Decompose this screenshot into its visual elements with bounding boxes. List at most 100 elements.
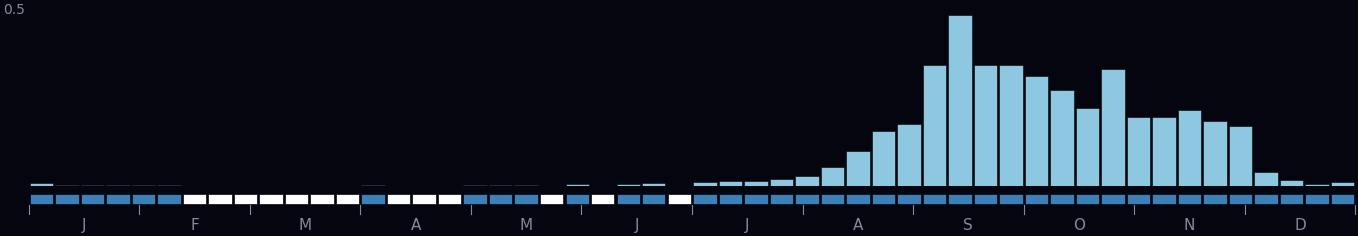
Bar xyxy=(948,15,971,186)
Bar xyxy=(1076,108,1099,186)
Bar xyxy=(642,183,665,186)
Bar xyxy=(1279,180,1304,186)
Bar xyxy=(1127,194,1150,204)
Bar xyxy=(770,179,793,186)
Bar xyxy=(617,184,640,186)
Bar xyxy=(1203,194,1226,204)
Bar xyxy=(1229,126,1252,186)
Bar xyxy=(439,194,462,204)
Bar xyxy=(770,194,793,204)
Bar xyxy=(1076,194,1099,204)
Bar xyxy=(1025,76,1048,186)
Bar xyxy=(361,185,384,186)
Bar xyxy=(591,194,614,204)
Bar xyxy=(1279,194,1304,204)
Bar xyxy=(1305,194,1328,204)
Bar xyxy=(1331,194,1354,204)
Bar xyxy=(1152,194,1176,204)
Bar xyxy=(718,194,741,204)
Bar xyxy=(234,194,258,204)
Text: D: D xyxy=(1294,218,1306,233)
Bar xyxy=(642,194,665,204)
Bar xyxy=(820,194,845,204)
Bar xyxy=(489,194,512,204)
Bar xyxy=(1101,194,1124,204)
Bar xyxy=(132,194,155,204)
Bar xyxy=(208,194,232,204)
Bar xyxy=(794,194,819,204)
Text: S: S xyxy=(963,218,974,233)
Bar xyxy=(463,185,488,186)
Bar xyxy=(846,194,869,204)
Text: M: M xyxy=(299,218,312,233)
Bar xyxy=(1177,194,1202,204)
Bar xyxy=(898,124,921,186)
Bar xyxy=(30,183,53,186)
Bar xyxy=(158,194,181,204)
Bar xyxy=(463,194,488,204)
Bar xyxy=(872,194,895,204)
Bar xyxy=(744,194,767,204)
Bar xyxy=(387,194,410,204)
Bar xyxy=(81,194,105,204)
Bar xyxy=(413,194,436,204)
Bar xyxy=(106,185,130,186)
Bar xyxy=(106,194,130,204)
Bar xyxy=(565,184,589,186)
Bar xyxy=(183,194,206,204)
Text: F: F xyxy=(190,218,200,233)
Bar xyxy=(515,194,538,204)
Text: O: O xyxy=(1073,218,1085,233)
Bar xyxy=(259,194,282,204)
Bar xyxy=(872,131,895,186)
Bar xyxy=(158,185,181,186)
Bar xyxy=(999,65,1023,186)
Bar xyxy=(668,194,691,204)
Bar xyxy=(335,194,360,204)
Bar xyxy=(489,185,512,186)
Bar xyxy=(1025,194,1048,204)
Bar xyxy=(1152,117,1176,186)
Bar xyxy=(132,185,155,186)
Text: J: J xyxy=(634,218,640,233)
Bar xyxy=(30,194,53,204)
Text: N: N xyxy=(1184,218,1195,233)
Bar xyxy=(540,194,564,204)
Bar xyxy=(922,194,947,204)
Bar xyxy=(1050,194,1074,204)
Text: A: A xyxy=(853,218,862,233)
Bar xyxy=(1050,90,1074,186)
Bar xyxy=(1127,117,1150,186)
Bar xyxy=(922,65,947,186)
Bar xyxy=(1255,172,1278,186)
Bar xyxy=(56,185,79,186)
Bar xyxy=(1177,110,1202,186)
Bar xyxy=(1255,194,1278,204)
Bar xyxy=(974,194,997,204)
Bar xyxy=(565,194,589,204)
Bar xyxy=(1331,182,1354,186)
Bar xyxy=(1305,184,1328,186)
Bar xyxy=(693,194,717,204)
Bar xyxy=(693,182,717,186)
Bar xyxy=(81,185,105,186)
Bar xyxy=(820,167,845,186)
Bar xyxy=(311,194,334,204)
Bar xyxy=(718,181,741,186)
Bar xyxy=(999,194,1023,204)
Text: A: A xyxy=(410,218,421,233)
Bar xyxy=(1203,121,1226,186)
Bar xyxy=(1229,194,1252,204)
Bar xyxy=(744,181,767,186)
Text: J: J xyxy=(746,218,750,233)
Bar xyxy=(974,65,997,186)
Bar xyxy=(948,194,971,204)
Bar xyxy=(285,194,308,204)
Text: M: M xyxy=(520,218,532,233)
Bar xyxy=(846,151,869,186)
Bar xyxy=(617,194,640,204)
Bar xyxy=(898,194,921,204)
Bar xyxy=(794,177,819,186)
Bar xyxy=(515,185,538,186)
Text: J: J xyxy=(81,218,87,233)
